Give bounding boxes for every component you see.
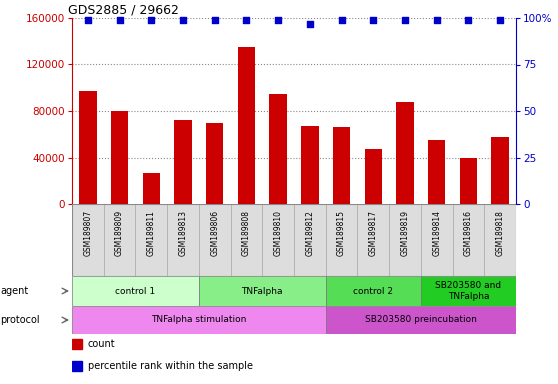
Point <box>369 17 378 23</box>
Text: SB203580 preincubation: SB203580 preincubation <box>365 316 477 324</box>
Point <box>147 17 156 23</box>
Point <box>242 17 251 23</box>
Text: control 1: control 1 <box>116 286 156 296</box>
Point <box>83 17 92 23</box>
Text: GSM189808: GSM189808 <box>242 210 251 256</box>
Bar <box>142 173 160 204</box>
Point <box>401 17 410 23</box>
Text: agent: agent <box>0 286 28 296</box>
Bar <box>174 120 192 204</box>
Text: count: count <box>88 339 115 349</box>
Bar <box>72 276 199 306</box>
Bar <box>262 204 294 276</box>
Bar <box>72 339 82 349</box>
Point <box>337 17 346 23</box>
Bar <box>326 306 516 334</box>
Text: protocol: protocol <box>0 315 40 325</box>
Text: TNFalpha: TNFalpha <box>242 286 283 296</box>
Text: percentile rank within the sample: percentile rank within the sample <box>88 361 253 371</box>
Bar <box>492 137 509 204</box>
Bar <box>428 140 445 204</box>
Text: control 2: control 2 <box>353 286 393 296</box>
Point <box>115 17 124 23</box>
Bar <box>79 91 97 204</box>
Bar <box>206 122 223 204</box>
Text: GSM189807: GSM189807 <box>83 210 93 256</box>
Text: GSM189818: GSM189818 <box>496 210 504 256</box>
Text: GSM189814: GSM189814 <box>432 210 441 256</box>
Point <box>305 20 314 26</box>
Bar <box>326 276 421 306</box>
Text: GSM189813: GSM189813 <box>179 210 187 256</box>
Bar <box>421 204 453 276</box>
Bar <box>326 204 358 276</box>
Bar <box>389 204 421 276</box>
Bar <box>358 204 389 276</box>
Bar <box>72 361 82 371</box>
Text: GDS2885 / 29662: GDS2885 / 29662 <box>68 4 179 17</box>
Text: GSM189810: GSM189810 <box>273 210 283 256</box>
Text: GSM189816: GSM189816 <box>464 210 473 256</box>
Bar <box>396 102 413 204</box>
Point <box>179 17 187 23</box>
Text: GSM189812: GSM189812 <box>305 210 314 256</box>
Text: GSM189806: GSM189806 <box>210 210 219 256</box>
Point <box>210 17 219 23</box>
Bar <box>364 149 382 204</box>
Text: GSM189815: GSM189815 <box>337 210 346 256</box>
Text: TNFalpha stimulation: TNFalpha stimulation <box>151 316 247 324</box>
Bar <box>270 94 287 204</box>
Bar <box>453 204 484 276</box>
Bar <box>238 47 255 204</box>
Bar <box>199 204 230 276</box>
Bar <box>301 126 319 204</box>
Bar <box>104 204 136 276</box>
Bar <box>333 127 350 204</box>
Point <box>496 17 504 23</box>
Bar <box>72 204 104 276</box>
Bar <box>136 204 167 276</box>
Point <box>464 17 473 23</box>
Bar <box>230 204 262 276</box>
Point <box>432 17 441 23</box>
Bar <box>167 204 199 276</box>
Text: GSM189809: GSM189809 <box>115 210 124 256</box>
Text: GSM189817: GSM189817 <box>369 210 378 256</box>
Bar <box>484 204 516 276</box>
Text: GSM189811: GSM189811 <box>147 210 156 256</box>
Bar <box>294 204 326 276</box>
Bar <box>460 157 477 204</box>
Bar <box>421 276 516 306</box>
Bar <box>72 306 326 334</box>
Bar <box>111 111 128 204</box>
Text: GSM189819: GSM189819 <box>401 210 410 256</box>
Text: SB203580 and
TNFalpha: SB203580 and TNFalpha <box>435 281 502 301</box>
Bar <box>199 276 326 306</box>
Point <box>273 17 282 23</box>
